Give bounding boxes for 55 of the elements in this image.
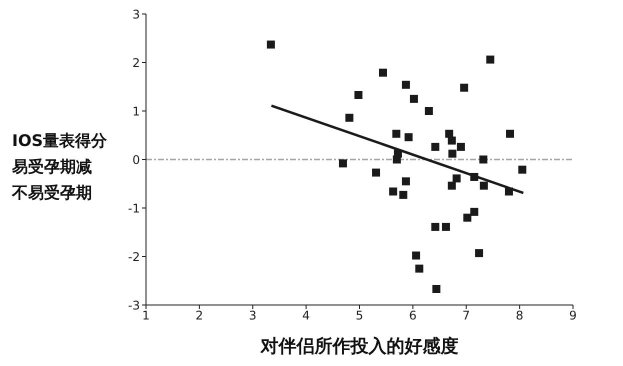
point bbox=[431, 222, 440, 231]
point bbox=[410, 94, 418, 103]
y-tick-label: -3 bbox=[128, 298, 140, 312]
point bbox=[345, 114, 354, 122]
x-tick-label: 9 bbox=[569, 308, 577, 323]
y-tick-label: 2 bbox=[132, 56, 140, 70]
point bbox=[432, 284, 440, 293]
point bbox=[402, 80, 410, 89]
point bbox=[354, 90, 362, 99]
point bbox=[431, 142, 440, 151]
x-axis-title: 对伴侣所作投入的好感度 bbox=[260, 336, 458, 357]
point bbox=[338, 159, 347, 168]
point bbox=[518, 166, 526, 174]
point bbox=[470, 208, 478, 216]
point bbox=[372, 168, 380, 177]
x-tick-label: 6 bbox=[409, 308, 417, 323]
y-axis-title: IOS量表得分易受孕期减不易受孕期 bbox=[12, 130, 108, 204]
point bbox=[402, 177, 410, 186]
y-tick-label: -2 bbox=[128, 250, 140, 264]
point bbox=[486, 56, 494, 64]
point bbox=[266, 40, 275, 49]
point bbox=[448, 150, 456, 158]
point bbox=[404, 133, 413, 142]
point bbox=[399, 190, 408, 199]
y-tick-label: 0 bbox=[132, 152, 140, 167]
point bbox=[506, 130, 514, 138]
point bbox=[456, 142, 465, 151]
point bbox=[378, 68, 387, 77]
point bbox=[442, 222, 450, 231]
point bbox=[448, 136, 456, 145]
y-tick-label: 1 bbox=[132, 104, 140, 118]
point bbox=[479, 156, 488, 164]
point bbox=[463, 214, 472, 222]
point bbox=[389, 188, 398, 196]
point bbox=[392, 130, 400, 138]
point bbox=[392, 156, 401, 164]
x-tick-label: 5 bbox=[356, 308, 364, 323]
point bbox=[452, 174, 461, 182]
x-tick-label: 2 bbox=[196, 308, 204, 323]
point bbox=[415, 264, 424, 273]
y-tick-label: 3 bbox=[132, 7, 140, 22]
point bbox=[470, 172, 478, 181]
x-tick-label: 1 bbox=[142, 308, 150, 323]
x-tick-label: 7 bbox=[462, 308, 470, 323]
x-tick-label: 8 bbox=[516, 308, 524, 323]
x-tick-label: 4 bbox=[302, 308, 310, 323]
point bbox=[448, 182, 456, 190]
point bbox=[460, 84, 468, 92]
point bbox=[412, 252, 420, 260]
y-tick-label: -1 bbox=[128, 201, 140, 216]
point bbox=[475, 249, 484, 258]
point bbox=[504, 188, 513, 196]
point bbox=[424, 107, 433, 115]
point bbox=[480, 182, 488, 190]
x-tick-label: 3 bbox=[248, 308, 257, 323]
